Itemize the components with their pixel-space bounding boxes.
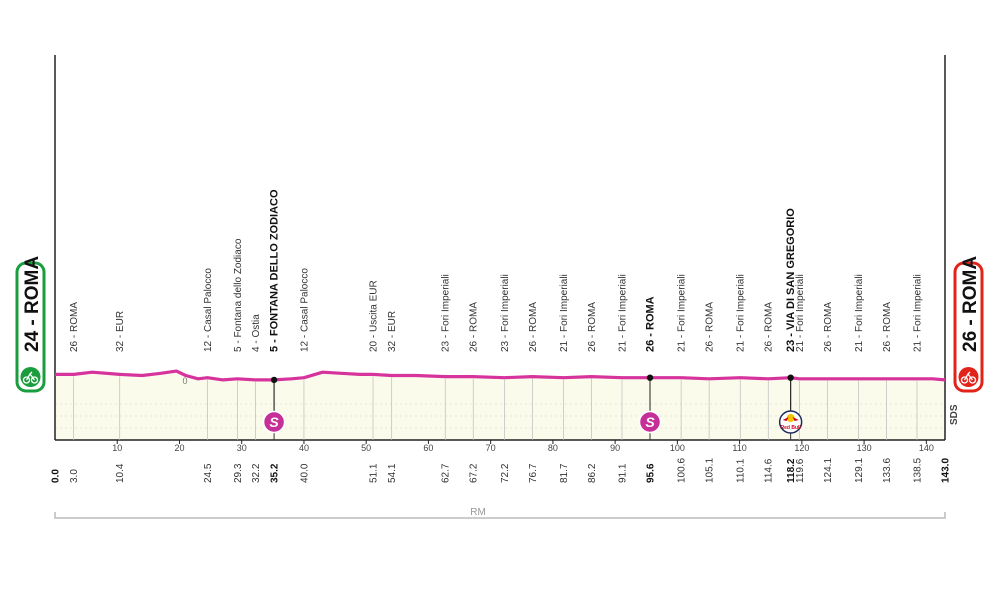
km-label: 114.6 [764,458,775,483]
km-label: 67.2 [469,463,480,483]
checkpoint-dot [646,374,654,381]
elevation-zero-marker: 0 [182,376,187,386]
km-label: 62.7 [441,463,452,483]
km-label: 119.6 [795,458,806,483]
circuit-label: RM [470,507,486,518]
waypoint-label: 26 - ROMA [882,302,893,352]
waypoint-label: 26 - ROMA [764,302,775,352]
km-label: 81.7 [559,463,570,483]
profile-area-layer [55,371,945,440]
axis-tick-label: 30 [237,443,247,453]
km-label: 100.6 [677,458,688,483]
waypoint-label: 5 - Fontana dello Zodiaco [233,238,244,352]
finish-badge-label: 26 - ROMA [960,256,981,352]
bicycle-icon [20,367,41,387]
waypoint-label: 26 - ROMA [69,302,80,352]
profile-area [55,371,945,440]
sprint-icon [638,410,662,434]
waypoint-label: 21 - Fori Imperiali [913,274,924,352]
waypoint-label: 5 - FONTANA DELLO ZODIACO [269,189,281,352]
circuit-bracket: RM [54,507,946,519]
waypoint-label: 12 - Casal Palocco [300,268,311,352]
axis-tick-layer: 10 20 30 40 50 60 70 80 90 100 110 120 130 140 [112,440,934,453]
km-label-layer: 0.0 3.0 10.4 24.5 29.3 32.2 35.2 40.0 51.1 54.1 62… [51,458,952,483]
waypoint-layer: 26 - ROMA 32 - EUR 12 - Casal Palocco 5 - F… [69,189,924,440]
km-label: 54.1 [387,463,398,483]
km-label: 29.3 [233,463,244,483]
km-label: 143.0 [941,458,952,483]
km-label: 86.2 [587,463,598,483]
km-label: 32.2 [251,463,262,483]
finish-badge: 26 - ROMA [953,256,984,393]
km-label: 138.5 [913,458,924,483]
axis-tick-label: 80 [548,443,558,453]
waypoint-label: 26 - ROMA [823,302,834,352]
km-label: 105.1 [705,458,716,483]
bicycle-icon [958,367,979,387]
km-label: 0.0 [51,469,62,483]
km-label: 129.1 [854,458,865,483]
waypoint-label: 4 - Ostia [251,314,262,352]
waypoint-label: 23 - VIA DI SAN GREGORIO [785,208,797,352]
checkpoint-dot [787,374,794,381]
waypoint-label: 21 - Fori Imperiali [854,274,865,352]
km-label: 95.6 [646,463,657,483]
waypoint-label: 32 - EUR [115,311,126,352]
km-label: 40.0 [300,463,311,483]
waypoint-label: 21 - Fori Imperiali [736,274,747,352]
km-label: 24.5 [203,463,214,483]
waypoint-label: 32 - EUR [387,311,398,352]
checkpoint-dot [270,376,278,384]
start-badge: 24 - ROMA [15,256,46,393]
km-label: 35.2 [270,463,281,483]
axis-tick-label: 130 [857,443,872,453]
km-label: 91.1 [618,463,629,483]
waypoint-label: 26 - ROMA [705,302,716,352]
axis-tick-label: 20 [174,443,184,453]
waypoint-label: 21 - Fori Imperiali [559,274,570,352]
sprint-symbol: S [645,414,655,430]
axis-tick-label: 40 [299,443,309,453]
axis-tick-label: 50 [361,443,371,453]
km-label: 133.6 [882,458,893,483]
km-label: 3.0 [69,469,80,483]
waypoint-label: 26 - ROMA [645,296,657,352]
checkpoint-layer: S S Red Bull [262,374,803,434]
km-label: 10.4 [115,463,126,483]
km-label: 110.1 [736,458,747,483]
sprint-icon [262,410,286,434]
axis-tick-label: 70 [486,443,496,453]
waypoint-label: 21 - Fori Imperiali [618,274,629,352]
waypoint-label: 21 - Fori Imperiali [677,274,688,352]
waypoint-label: 26 - ROMA [587,302,598,352]
waypoint-label: 26 - ROMA [528,302,539,352]
red-bull-sun [786,414,795,422]
km-label: 76.7 [528,463,539,483]
km-label: 118.2 [786,458,797,483]
km-label: 51.1 [369,463,380,483]
sprint-symbol: S [269,414,279,430]
waypoint-label: 26 - ROMA [469,302,480,352]
sds-logo: SDS [949,404,960,425]
km-label: 72.2 [500,463,511,483]
red-bull-symbol: Red Bull [781,425,802,431]
red-bull-bulls [782,417,799,421]
waypoint-label: 20 - Uscita EUR [369,280,380,352]
axis-tick-label: 90 [610,443,620,453]
axis-tick-label: 120 [794,443,809,453]
axis-tick-label: 10 [112,443,122,453]
waypoint-label: 23 - Fori Imperiali [441,274,452,352]
axis-tick-label: 140 [919,443,934,453]
km-label: 124.1 [823,458,834,483]
waypoint-label: 12 - Casal Palocco [203,268,214,352]
start-badge-label: 24 - ROMA [22,256,43,352]
axis-tick-label: 60 [423,443,433,453]
axis-tick-label: 100 [670,443,685,453]
waypoint-label: 23 - Fori Imperiali [500,274,511,352]
axis-tick-label: 110 [732,443,746,453]
waypoint-label: 21 - Fori Imperiali [795,274,806,352]
